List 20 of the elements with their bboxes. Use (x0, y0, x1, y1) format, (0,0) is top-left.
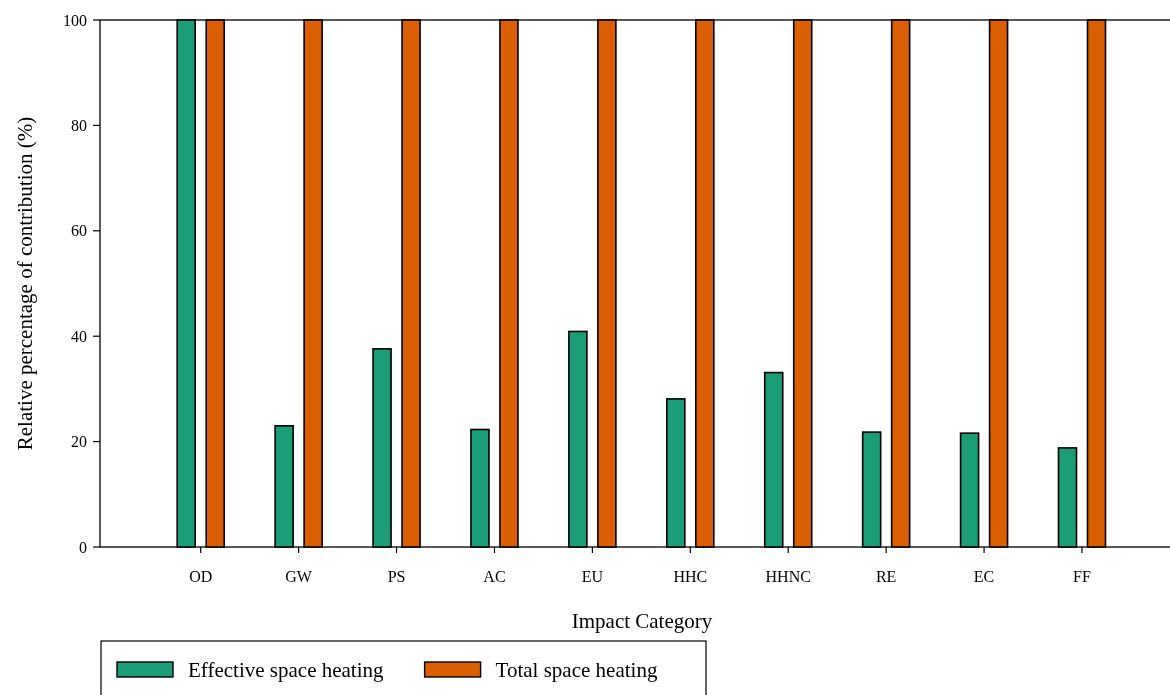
x-tick-label: HHC (673, 568, 708, 585)
y-tick-label: 40 (71, 327, 87, 345)
x-tick-label: FF (1073, 568, 1091, 585)
x-tick-label: EU (581, 568, 604, 585)
x-tick-label: HHNC (765, 568, 811, 585)
legend-label: Total space heating (495, 658, 658, 682)
x-tick-label: OD (189, 568, 213, 585)
x-tick-label: AC (483, 568, 506, 585)
y-tick-label: 0 (79, 538, 87, 556)
y-tick-label: 80 (71, 117, 87, 134)
legend-label: Effective space heating (188, 658, 385, 682)
y-axis-title: Relative percentage of contribution (%) (13, 116, 37, 451)
y-tick-label: 100 (63, 11, 87, 29)
y-tick-label: 20 (71, 433, 87, 451)
x-tick-label: PS (387, 568, 406, 585)
x-axis-title: Impact Category (571, 609, 713, 633)
x-tick-label: RE (875, 568, 897, 585)
y-tick-label: 60 (71, 222, 87, 240)
x-tick-label: GW (285, 568, 313, 585)
x-tick-label: EC (973, 568, 995, 585)
